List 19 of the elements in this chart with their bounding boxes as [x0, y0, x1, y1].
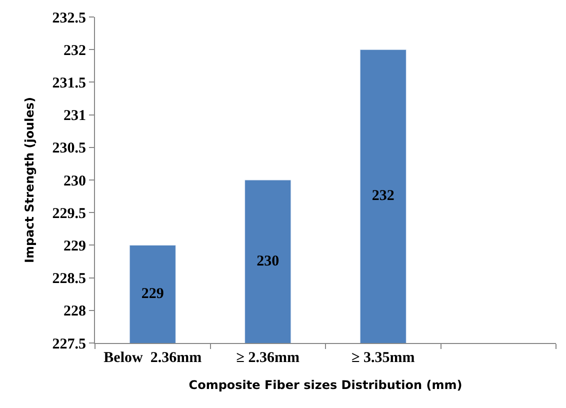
x-tick-label: ≥ 2.36mm [236, 350, 300, 366]
x-axis-title: Composite Fiber sizes Distribution (mm) [188, 378, 462, 392]
y-tick-label: 227.5 [52, 336, 86, 352]
y-tick-label: 228.5 [52, 271, 86, 288]
y-tick-label: 230 [64, 173, 86, 190]
x-tick-label: ≥ 3.35mm [352, 350, 416, 366]
data-label: 230 [256, 253, 280, 270]
y-tick-label: 229.5 [52, 206, 86, 222]
y-tick-label: 232 [64, 42, 86, 59]
y-tick-label: 228 [64, 304, 86, 320]
y-tick-label: 230.5 [52, 140, 86, 157]
y-tick-label: 231.5 [52, 75, 86, 92]
data-label: 232 [372, 188, 394, 204]
y-tick-label: 232.5 [52, 10, 86, 26]
x-tick-label: Below 2.36mm [104, 350, 202, 366]
y-tick-label: 231 [64, 108, 86, 124]
y-tick-label: 229 [64, 238, 86, 254]
y-axis-title: Impact Strength (joules) [22, 97, 37, 263]
data-label: 229 [141, 286, 164, 302]
